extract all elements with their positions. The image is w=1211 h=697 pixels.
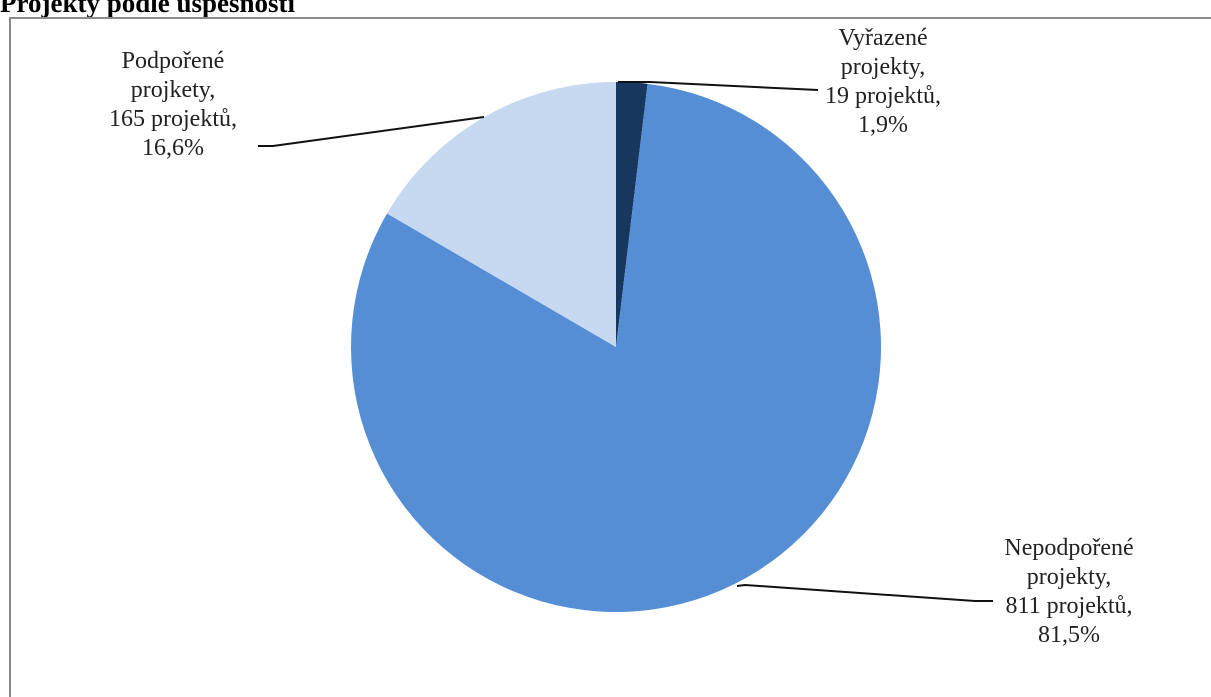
pie-slice-vyřazené-projekty	[616, 82, 648, 347]
pie-chart: Vyřazené projekty, 19 projektů, 1,9% Nepodpo…	[109, 25, 1134, 648]
slice-label-line: 19 projektů,	[825, 83, 941, 109]
slice-label-line: 1,9%	[858, 112, 908, 138]
pie-slices	[350, 82, 881, 612]
leader-line	[258, 116, 485, 147]
data-labels: Vyřazené projekty, 19 projektů, 1,9% Nepodpo…	[109, 25, 1134, 648]
slice-label-line: Nepodpořené	[1004, 535, 1133, 561]
slice-data-label: Nepodpořené projekty, 811 projektů, 81,5%	[1004, 535, 1133, 648]
slice-label-line: projkety,	[131, 77, 215, 103]
slice-label-line: Podpořené	[122, 48, 225, 74]
slice-data-label: Vyřazené projekty, 19 projektů, 1,9%	[825, 25, 941, 138]
leader-lines	[258, 81, 993, 602]
slice-label-line: 81,5%	[1038, 622, 1100, 648]
pie-slice-nepodpořené-projekty	[350, 83, 881, 612]
slice-label-line: Vyřazené	[838, 25, 927, 51]
slice-label-line: 16,6%	[142, 135, 204, 161]
slice-label-line: 811 projektů,	[1005, 593, 1132, 619]
pie-slice-podpořené-projkety	[387, 82, 616, 347]
slice-label-line: projekty,	[841, 54, 925, 80]
slice-label-line: projekty,	[1027, 564, 1111, 590]
slice-data-label: Podpořené projkety, 165 projektů, 16,6%	[109, 48, 237, 161]
chart-frame	[9, 17, 1211, 697]
slice-label-line: 165 projektů,	[109, 106, 237, 132]
leader-line	[618, 81, 819, 91]
chart-title: Projekty podle úspěšnosti	[0, 0, 296, 18]
leader-line	[736, 583, 993, 602]
